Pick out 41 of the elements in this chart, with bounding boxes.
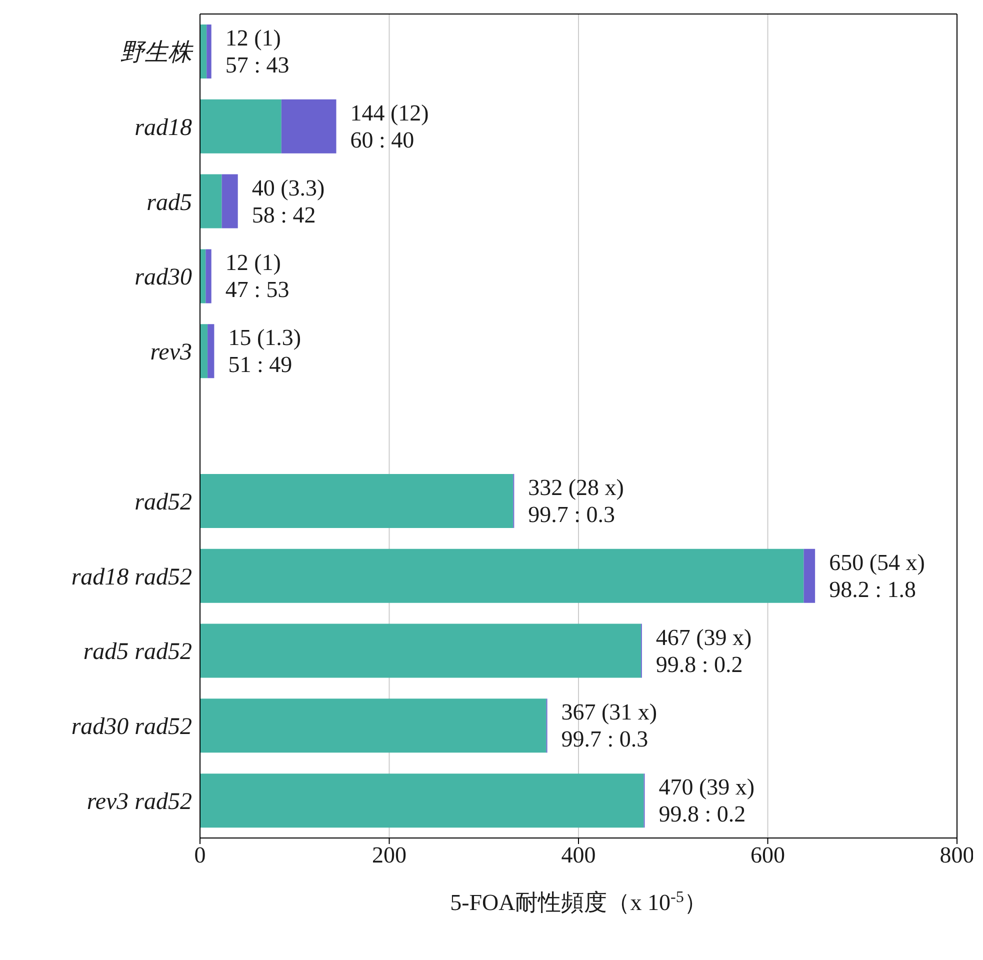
y-tick-label: rad18 rad52 [71,564,192,590]
bar [200,698,546,753]
y-tick-label: rad18 [134,114,192,141]
y-tick-label: rad30 [134,264,192,291]
total-label: 15 (1.3) 51 : 49 [228,325,302,378]
total-label: 12 (1) 57 : 43 [225,25,290,78]
bar [804,548,816,603]
x-tick-label: 600 [750,842,785,868]
bar [200,774,644,828]
bar [200,474,514,528]
bar [222,174,238,228]
x-tick-label: 400 [561,842,596,868]
bar [281,99,336,154]
y-tick-label: rad5 [146,190,192,216]
y-tick-label: rad52 [134,489,192,516]
x-tick-label: 0 [194,842,206,868]
bar [200,24,207,78]
bar [200,324,208,378]
bar [200,548,804,603]
total-label: 367 (31 x) 99.7 : 0.3 [561,700,658,752]
x-axis-title: 5-FOA耐性頻度（x 10$^{-5}$） [450,888,707,915]
bar [208,324,214,378]
total-label: 332 (28 x) 99.7 : 0.3 [528,474,624,527]
total-label: 467 (39 x) 99.8 : 0.2 [656,624,752,677]
total-label: 12 (1) 47 : 53 [225,250,290,302]
x-tick-label: 200 [372,842,406,868]
total-label: 470 (39 x) 99.8 : 0.2 [658,774,755,827]
total-label: 650 (54 x) 98.2 : 1.8 [829,550,925,602]
y-tick-label: rev3 [150,340,192,366]
bar [206,249,212,304]
x-tick-label: 800 [940,842,974,868]
y-tick-label: rad5 rad52 [83,639,192,666]
bar [200,99,282,154]
y-tick-label: 野生株 [120,40,194,66]
total-label: 40 (3.3) 58 : 42 [252,175,325,228]
y-tick-label: rad30 rad52 [71,714,192,740]
bar [200,624,641,678]
bar [206,24,212,78]
bar [200,174,222,228]
total-label: 144 (12) 60 : 40 [350,100,429,152]
y-tick-label: rev3 rad52 [86,789,192,816]
